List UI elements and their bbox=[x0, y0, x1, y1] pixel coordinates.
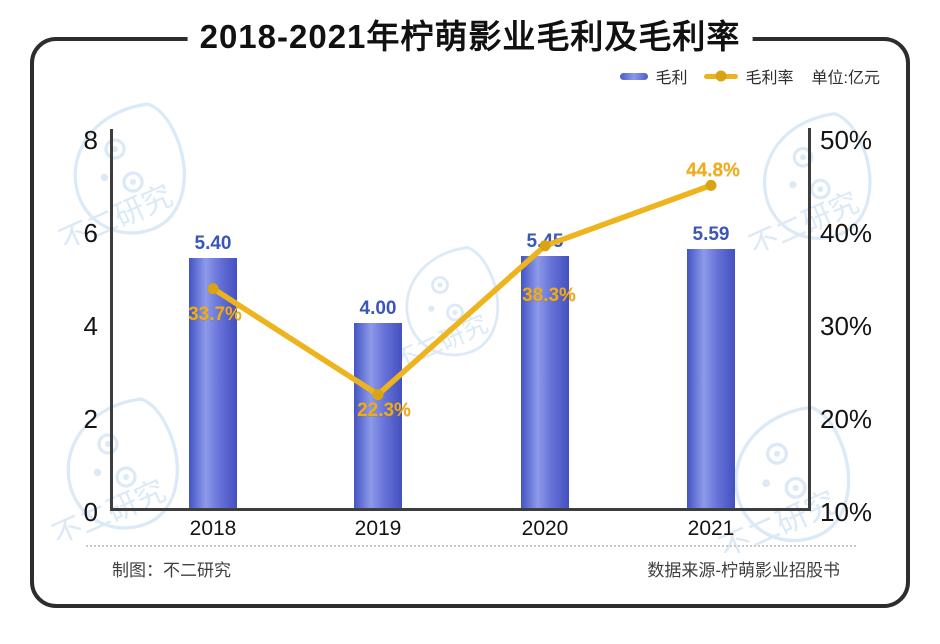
bar-2021 bbox=[687, 249, 735, 509]
line-pct-label: 33.7% bbox=[188, 303, 242, 325]
legend-bar-label: 毛利 bbox=[655, 70, 688, 87]
credit-label: 制图：不二研究 bbox=[112, 561, 231, 580]
y-axis-left-tick: 6 bbox=[83, 218, 98, 248]
y-axis-left-tick: 8 bbox=[83, 125, 98, 155]
bar-value-label: 5.59 bbox=[692, 224, 730, 246]
unit-label: 单位:亿元 bbox=[811, 70, 880, 87]
y-axis-left-line bbox=[110, 129, 113, 511]
x-axis-label-2018: 2018 bbox=[189, 517, 237, 540]
line-pct-label: 38.3% bbox=[522, 284, 576, 306]
y-axis-right-tick: 30% bbox=[820, 311, 873, 341]
watermark-text: 不二研究 bbox=[390, 310, 492, 365]
bar-2018 bbox=[189, 257, 237, 509]
bar-value-label: 5.40 bbox=[194, 232, 232, 254]
x-axis-label-2020: 2020 bbox=[521, 517, 569, 540]
y-axis-left-tick: 2 bbox=[83, 404, 98, 434]
y-axis-right-tick: 50% bbox=[820, 125, 873, 155]
x-axis-label-2021: 2021 bbox=[687, 517, 735, 540]
line-pct-label: 44.8% bbox=[686, 160, 740, 182]
chart-legend: 毛利 毛利率 单位:亿元 bbox=[619, 64, 880, 88]
y-axis-right-line bbox=[808, 128, 811, 511]
y-axis-right-tick: 10% bbox=[820, 497, 873, 527]
line-pct-label: 22.3% bbox=[357, 399, 411, 421]
y-axis-left-tick: 0 bbox=[83, 497, 98, 527]
watermark-logo: 不二研究 bbox=[715, 405, 851, 553]
bar-value-label: 4.00 bbox=[359, 298, 397, 319]
legend-bar-swatch-icon bbox=[619, 72, 648, 80]
watermark-logo: 不二研究 bbox=[745, 112, 872, 250]
chart-title: 2018-2021年柠萌影业毛利及毛利率 bbox=[187, 10, 753, 58]
bar-value-label: 5.45 bbox=[526, 230, 564, 252]
y-axis-left-tick: 4 bbox=[83, 311, 98, 341]
legend-line-dot-icon bbox=[715, 70, 727, 82]
x-axis-label-2019: 2019 bbox=[354, 517, 402, 540]
legend-line-swatch-icon bbox=[703, 70, 738, 82]
watermark-logo: 不二研究 bbox=[55, 102, 186, 245]
y-axis-right-tick: 40% bbox=[820, 218, 873, 248]
data-source-label: 数据来源-柠萌影业招股书 bbox=[647, 561, 840, 580]
y-axis-right-tick: 20% bbox=[820, 404, 873, 434]
footer-separator bbox=[86, 545, 856, 547]
watermark-logo: 不二研究 bbox=[48, 397, 179, 540]
legend-line-label: 毛利率 bbox=[745, 70, 794, 87]
x-axis-line bbox=[110, 508, 811, 511]
